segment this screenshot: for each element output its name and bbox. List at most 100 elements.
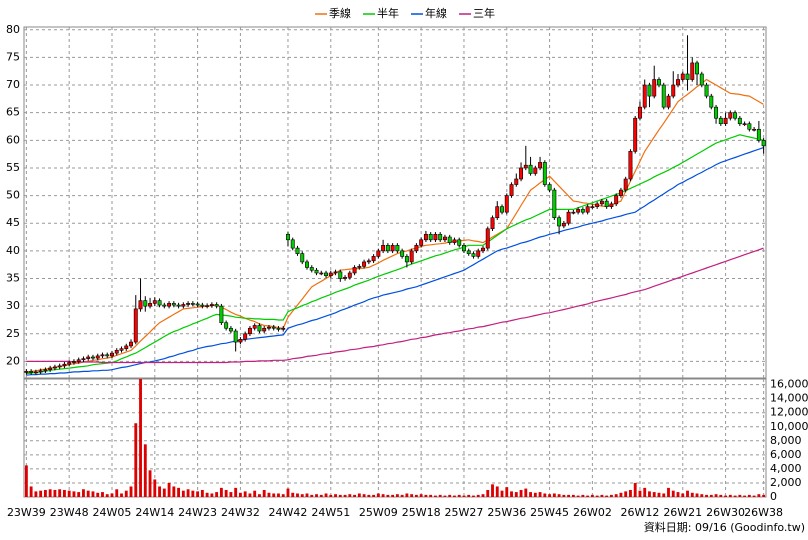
footnote: 資料日期: 09/16 (Goodinfo.tw): [644, 520, 805, 534]
volume-bar: [757, 494, 761, 497]
volume-bar: [652, 492, 656, 497]
candle-body: [366, 260, 371, 263]
candle-body: [723, 117, 728, 125]
y2-tick-label: 4,000: [770, 462, 802, 475]
candle-body: [286, 233, 290, 241]
y2-tick-label: 16,000: [770, 378, 808, 391]
candle-body: [124, 345, 129, 350]
volume-bar: [538, 492, 542, 497]
candle-body: [628, 151, 633, 180]
volume-bar: [234, 487, 238, 497]
candle-body: [129, 341, 133, 347]
x-tick-label: 25W09: [359, 506, 398, 519]
volume-bar: [139, 379, 142, 497]
volume-bar: [662, 493, 666, 497]
volume-bar: [472, 495, 475, 497]
volume-bar: [709, 494, 713, 497]
candle-body: [690, 62, 695, 80]
volume-bar: [353, 494, 356, 497]
volume-bar: [638, 490, 642, 497]
y-tick-label: 20: [6, 354, 20, 367]
candle-body: [224, 322, 229, 329]
volume-bar: [681, 493, 685, 497]
candle-body: [633, 117, 638, 152]
volume-bar: [514, 492, 518, 497]
volume-bar: [253, 490, 257, 497]
candle-body: [519, 167, 524, 180]
volume-bar: [633, 482, 637, 497]
volume-bar: [96, 492, 100, 497]
volume-bar: [747, 494, 751, 497]
candle-body: [756, 128, 761, 141]
candle-body: [404, 256, 409, 263]
candle-body: [48, 367, 53, 371]
grid-layer: [23, 26, 767, 498]
volume-bar: [614, 494, 618, 497]
candle-body: [228, 327, 233, 332]
volume-bar: [286, 488, 290, 497]
candle-body: [666, 95, 671, 108]
candle-body: [295, 247, 300, 254]
volume-bar: [172, 486, 176, 497]
volume-bar: [24, 465, 28, 497]
volume-bar: [67, 490, 71, 497]
volume-bar: [86, 490, 90, 497]
candle-body: [490, 217, 495, 230]
volume-bar: [657, 492, 661, 497]
candle-body: [38, 370, 43, 373]
volume-bar: [595, 495, 599, 497]
candle-body: [233, 330, 238, 343]
x-tick-label: 24W05: [93, 506, 132, 519]
volume-bar: [48, 489, 52, 497]
candle-body: [390, 245, 395, 252]
candle-body: [699, 73, 704, 86]
candle-body: [114, 350, 119, 354]
volume-bar: [419, 494, 423, 497]
volume-bar: [405, 493, 409, 497]
volume-bar: [367, 494, 371, 497]
candle-body: [138, 300, 143, 310]
candle-body: [381, 245, 386, 252]
legend-label: 季線: [329, 6, 351, 20]
candle-body: [590, 206, 595, 208]
candle-body: [571, 211, 576, 214]
candle-body: [585, 206, 590, 213]
candle-body: [43, 369, 48, 372]
candle-body: [362, 261, 367, 267]
volume-bar: [224, 489, 228, 497]
candle-body: [552, 189, 557, 219]
volume-bar: [129, 486, 133, 497]
candle-body: [33, 371, 38, 374]
candle-body: [219, 305, 224, 324]
ma-line: [26, 247, 764, 364]
volume-bar: [200, 489, 204, 497]
volume-bar: [400, 494, 404, 497]
candle-body: [200, 304, 205, 307]
candle-body: [652, 79, 657, 97]
candle-body: [642, 84, 647, 108]
volume-bar: [334, 494, 337, 497]
volume-bar: [272, 493, 276, 497]
candle-body: [752, 128, 757, 131]
volume-bar: [481, 494, 485, 497]
candle-body: [162, 304, 167, 307]
candle-body: [324, 272, 328, 277]
volume-bar: [219, 487, 223, 497]
volume-bar: [376, 493, 380, 497]
y-tick-label: 70: [6, 78, 20, 91]
candle-body: [105, 354, 110, 357]
volume-bar: [724, 495, 727, 497]
volume-bar: [143, 444, 147, 497]
volume-bar: [529, 492, 532, 497]
volume-bar: [205, 492, 209, 497]
candle-body: [447, 236, 452, 243]
candle-body: [91, 356, 95, 359]
candle-body: [747, 123, 752, 130]
volume-bar: [586, 495, 590, 497]
candle-body: [62, 363, 67, 367]
x-tick-label: 24W32: [221, 506, 260, 519]
candle-body: [119, 348, 124, 351]
x-tick-label: 26W12: [621, 506, 660, 519]
candle-body: [100, 354, 105, 357]
candle-body: [657, 79, 661, 86]
